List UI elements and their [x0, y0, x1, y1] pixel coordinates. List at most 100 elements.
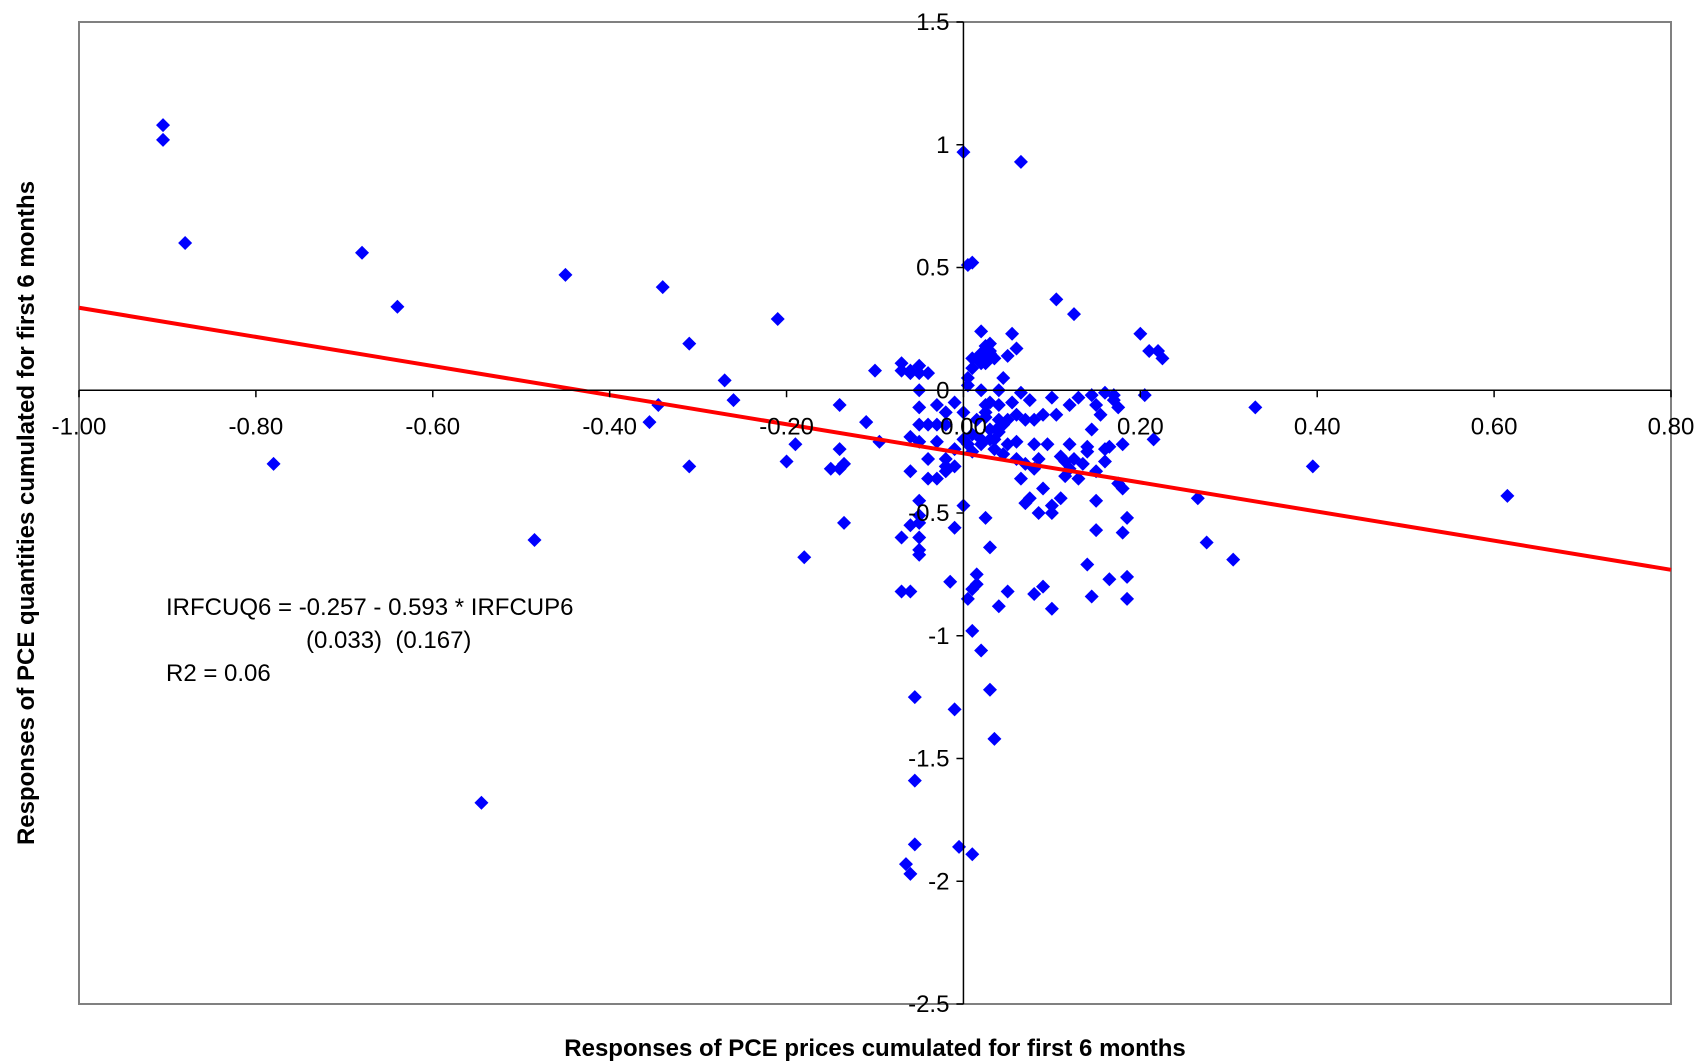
data-point — [1084, 589, 1099, 604]
data-point — [912, 493, 927, 508]
x-tick-label: -0.80 — [229, 413, 284, 440]
data-point — [1226, 552, 1241, 567]
data-point — [1049, 407, 1064, 422]
data-point — [1053, 491, 1068, 506]
data-point — [1031, 451, 1046, 466]
y-tick-label: 0.5 — [916, 255, 949, 282]
data-point — [266, 456, 281, 471]
data-point — [982, 682, 997, 697]
data-point — [912, 400, 927, 415]
data-point — [938, 451, 953, 466]
data-point — [1062, 437, 1077, 452]
data-point — [1049, 292, 1064, 307]
x-tick-label: 0.00 — [940, 413, 987, 440]
data-point — [1089, 397, 1104, 412]
x-tick-label: 0.20 — [1117, 413, 1164, 440]
data-point — [1067, 307, 1081, 322]
plot-area-frame — [78, 21, 1672, 1005]
regression-standard-errors: (0.033) (0.167) — [306, 627, 471, 654]
data-point — [978, 405, 993, 420]
data-point — [474, 795, 489, 810]
data-point — [1084, 388, 1099, 403]
data-point — [1018, 412, 1033, 427]
data-point — [987, 351, 1002, 366]
x-tick-label: -0.40 — [582, 413, 637, 440]
data-point — [996, 370, 1011, 385]
data-point — [1089, 523, 1104, 538]
y-tick-label: 0 — [936, 377, 949, 404]
data-point — [558, 267, 573, 282]
data-point — [868, 363, 882, 378]
data-point — [912, 358, 927, 373]
data-point — [903, 464, 918, 479]
data-point — [770, 312, 785, 327]
data-point — [907, 837, 922, 852]
data-point — [1089, 493, 1104, 508]
data-point — [642, 415, 657, 430]
data-point — [1027, 437, 1042, 452]
data-point — [912, 366, 927, 381]
data-point — [929, 471, 944, 486]
data-point — [1146, 432, 1161, 447]
y-tick-label: 1 — [936, 132, 949, 159]
data-point — [978, 510, 993, 525]
data-point — [1500, 488, 1515, 503]
data-point — [960, 378, 975, 393]
data-point — [952, 839, 967, 854]
data-point — [947, 395, 962, 410]
data-point — [907, 773, 922, 788]
data-point — [938, 459, 953, 474]
data-point — [1022, 491, 1037, 506]
data-point — [779, 454, 794, 469]
x-tick-label: -1.00 — [52, 413, 107, 440]
data-point — [938, 417, 953, 432]
data-point — [991, 397, 1006, 412]
y-tick-label: -2 — [928, 868, 949, 895]
data-point — [912, 417, 927, 432]
data-point — [1036, 481, 1051, 496]
data-point — [912, 508, 927, 523]
data-point — [1022, 393, 1037, 408]
data-point — [527, 533, 542, 548]
data-point — [947, 520, 962, 535]
data-point — [717, 373, 732, 388]
x-tick-label: -0.60 — [405, 413, 460, 440]
data-point — [1071, 471, 1086, 486]
data-point — [1044, 498, 1059, 513]
data-point — [837, 456, 852, 471]
data-point — [929, 417, 944, 432]
data-point — [797, 550, 812, 565]
data-point — [682, 336, 697, 351]
x-tick-label: -0.20 — [759, 413, 814, 440]
data-point — [156, 132, 171, 147]
data-point — [929, 397, 944, 412]
data-point — [960, 370, 975, 385]
data-point — [859, 415, 874, 430]
data-point — [907, 690, 922, 705]
data-point — [1190, 491, 1205, 506]
data-point — [991, 599, 1006, 614]
data-point — [1000, 584, 1015, 599]
r-squared-label: R2 = 0.06 — [166, 660, 271, 687]
regression-line — [78, 305, 1672, 572]
y-tick-label: -0.5 — [908, 500, 949, 527]
data-point — [974, 643, 989, 658]
data-point — [965, 255, 980, 270]
data-point — [903, 366, 918, 381]
data-point — [965, 361, 980, 376]
data-point — [921, 366, 936, 381]
data-point — [1097, 454, 1112, 469]
data-point — [1009, 341, 1024, 356]
x-tick-label: 0.40 — [1294, 413, 1341, 440]
data-point — [903, 429, 918, 444]
data-point — [969, 567, 984, 582]
data-point — [912, 515, 927, 530]
data-point — [1075, 456, 1090, 471]
data-point — [974, 432, 989, 447]
data-point — [1000, 348, 1015, 363]
y-tick-label: -1 — [928, 623, 949, 650]
data-point — [788, 437, 803, 452]
data-point — [1031, 506, 1046, 520]
data-point — [1115, 437, 1130, 452]
